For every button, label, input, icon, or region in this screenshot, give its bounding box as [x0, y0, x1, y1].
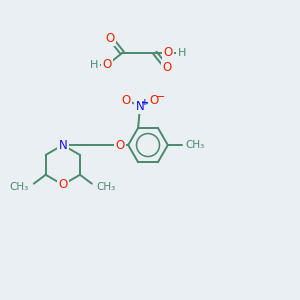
- Text: H: H: [90, 60, 99, 70]
- Text: O: O: [163, 46, 172, 59]
- Text: O: O: [162, 61, 172, 74]
- Text: O: O: [103, 58, 112, 71]
- Text: CH₃: CH₃: [97, 182, 116, 192]
- Text: N: N: [136, 100, 145, 112]
- Text: O: O: [106, 32, 115, 44]
- Text: O: O: [149, 94, 159, 106]
- Text: O: O: [122, 94, 131, 106]
- Text: CH₃: CH₃: [186, 140, 205, 150]
- Text: O: O: [58, 178, 68, 191]
- Text: O: O: [116, 139, 125, 152]
- Text: CH₃: CH₃: [10, 182, 29, 192]
- Text: +: +: [141, 98, 149, 106]
- Text: −: −: [156, 92, 166, 102]
- Text: N: N: [58, 139, 67, 152]
- Text: H: H: [178, 48, 186, 58]
